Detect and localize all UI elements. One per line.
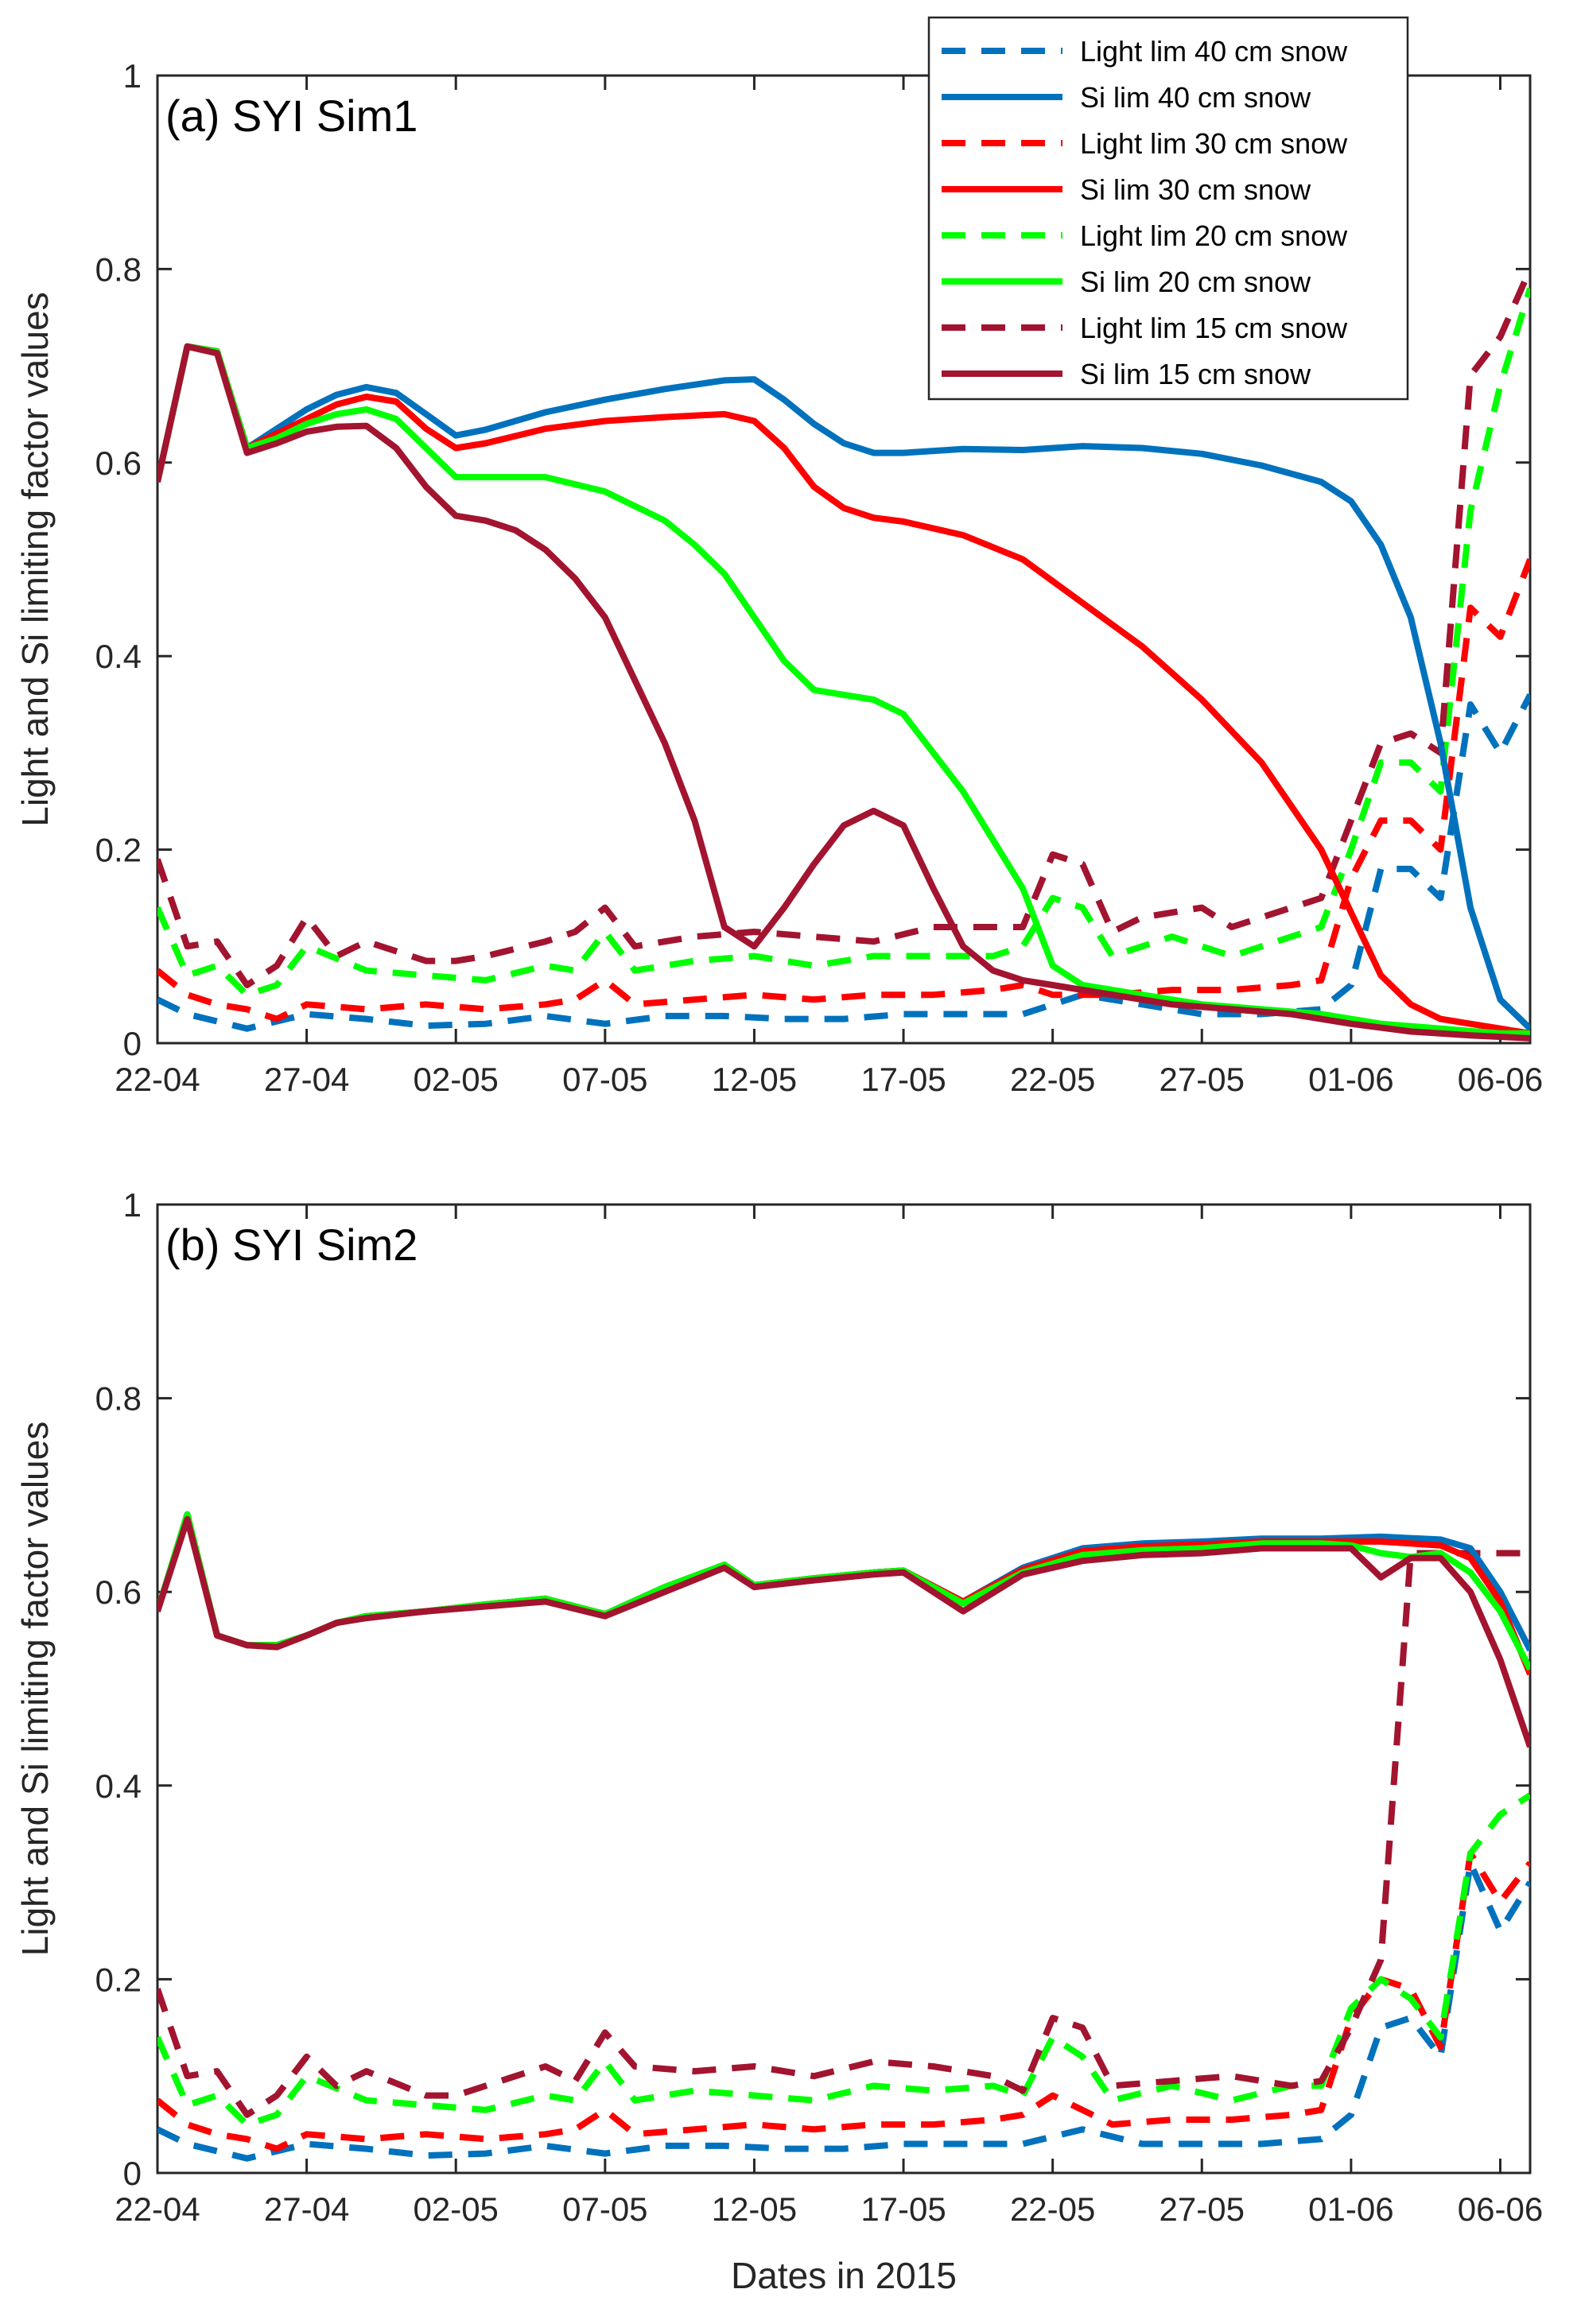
y-tick-label: 1 — [123, 1186, 142, 1224]
x-tick-label: 27-05 — [1160, 2190, 1245, 2228]
y-tick-label: 0.6 — [95, 444, 142, 482]
y-tick-label: 0.2 — [95, 1961, 142, 1998]
x-tick-label: 06-06 — [1458, 2190, 1543, 2228]
series-line-light-lim-15-cm-snow — [157, 1550, 1530, 2118]
legend-entry: Light lim 15 cm snow — [1080, 312, 1348, 344]
y-tick-label: 1 — [123, 57, 142, 95]
y-tick-label: 0 — [123, 2155, 142, 2192]
x-tick-label: 27-05 — [1160, 1061, 1245, 1098]
panel-label: (b) SYI Sim2 — [165, 1220, 418, 1270]
legend-entry: Si lim 40 cm snow — [1080, 81, 1311, 114]
y-tick-label: 0.2 — [95, 832, 142, 869]
series-line-light-lim-40-cm-snow — [157, 1860, 1530, 2162]
y-tick-label: 0.6 — [95, 1573, 142, 1611]
series-line-si-lim-30-cm-snow — [157, 343, 1530, 1037]
x-tick-label: 07-05 — [562, 2190, 647, 2228]
panel-label: (a) SYI Sim1 — [165, 91, 418, 141]
x-tick-label: 22-05 — [1010, 1061, 1095, 1098]
legend-entry: Light lim 30 cm snow — [1080, 127, 1348, 160]
series-group — [157, 267, 1530, 1042]
legend-entry: Si lim 15 cm snow — [1080, 358, 1311, 390]
series-line-light-lim-40-cm-snow — [157, 693, 1530, 1032]
y-axis-label: Light and Si limiting factor values — [14, 292, 56, 826]
series-line-si-lim-15-cm-snow — [157, 343, 1530, 1042]
x-tick-label: 22-04 — [115, 1061, 200, 1098]
x-tick-label: 06-06 — [1458, 1061, 1543, 1098]
x-tick-label: 02-05 — [414, 2190, 499, 2228]
series-group — [157, 1511, 1530, 2162]
series-line-si-lim-15-cm-snow — [157, 1515, 1530, 1748]
y-tick-label: 0.4 — [95, 1767, 142, 1805]
series-line-si-lim-40-cm-snow — [157, 343, 1530, 1031]
x-tick-label: 12-05 — [712, 1061, 797, 1098]
y-tick-label: 0.4 — [95, 638, 142, 675]
x-tick-label: 22-05 — [1010, 2190, 1095, 2228]
legend-entry: Si lim 30 cm snow — [1080, 173, 1311, 206]
y-tick-label: 0.8 — [95, 250, 142, 288]
series-line-light-lim-20-cm-snow — [157, 287, 1530, 999]
y-tick-label: 0 — [123, 1025, 142, 1062]
plot-frame — [156, 1203, 1532, 2175]
legend-box — [927, 16, 1409, 401]
x-tick-label: 27-04 — [264, 1061, 349, 1098]
x-tick-label: 22-04 — [115, 2190, 200, 2228]
x-axis-label: Dates in 2015 — [731, 2255, 957, 2296]
x-tick-label: 17-05 — [860, 1061, 946, 1098]
legend-entry: Light lim 40 cm snow — [1080, 35, 1348, 68]
panel-b: 0 0.2 0.4 0.6 0.8 1 22-04 27-04 02-05 07-05 12-05 1… — [14, 1186, 1543, 2296]
x-tick-label: 02-05 — [414, 1061, 499, 1098]
series-line-light-lim-15-cm-snow — [157, 267, 1530, 988]
x-tick-label: 01-06 — [1308, 2190, 1393, 2228]
y-tick-label: 0.8 — [95, 1380, 142, 1418]
legend-entry: Si lim 20 cm snow — [1080, 266, 1311, 298]
legend: Light lim 40 cm snow Si lim 40 cm snow Lig… — [927, 16, 1409, 401]
legend-entry: Light lim 20 cm snow — [1080, 219, 1348, 252]
y-axis-label: Light and Si limiting factor values — [14, 1422, 56, 1956]
x-tick-label: 01-06 — [1308, 1061, 1393, 1098]
x-tick-label: 27-04 — [264, 2190, 349, 2228]
x-tick-label: 17-05 — [860, 2190, 946, 2228]
panel-a: 0 0.2 0.4 0.6 0.8 1 22-04 27-04 02-05 07-05 12-05 1… — [14, 16, 1543, 1098]
x-tick-label: 12-05 — [712, 2190, 797, 2228]
x-tick-label: 07-05 — [562, 1061, 647, 1098]
